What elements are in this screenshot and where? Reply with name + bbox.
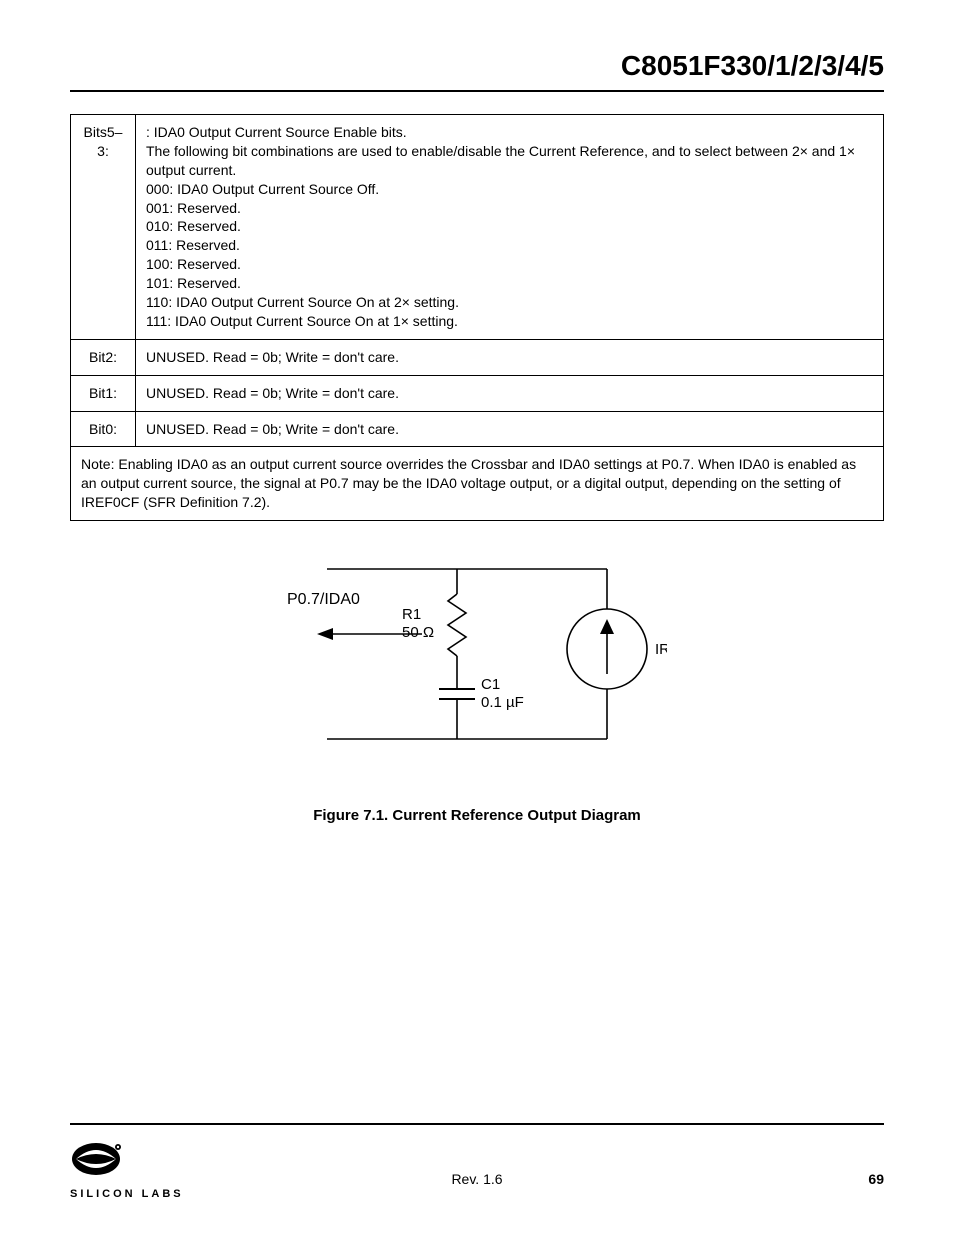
svg-text:P0.7/IDA0: P0.7/IDA0 [287, 591, 360, 608]
svg-text:R1: R1 [402, 606, 421, 623]
table-row-note: Note: Enabling IDA0 as an output current… [71, 447, 884, 521]
bit-cell: Bit1: [71, 375, 136, 411]
svg-text:C1: C1 [481, 676, 500, 693]
svg-text:0.1 µF: 0.1 µF [481, 694, 524, 711]
footer-page: 69 [868, 1171, 884, 1187]
figure-caption: Figure 7.1. Current Reference Output Dia… [70, 807, 884, 824]
bit-cell: Bits5–3: [71, 115, 136, 340]
bit-cell: Bit0: [71, 411, 136, 447]
footer-rev: Rev. 1.6 [0, 1171, 954, 1187]
desc-cell: UNUSED. Read = 0b; Write = don't care. [136, 375, 884, 411]
footer-rule [70, 1123, 884, 1125]
svg-text:SILICON LABS: SILICON LABS [70, 1188, 184, 1200]
desc-cell: : IDA0 Output Current Source Enable bits… [136, 115, 884, 340]
table-row: Bit0: UNUSED. Read = 0b; Write = don't c… [71, 411, 884, 447]
doc-header: C8051F330/1/2/3/4/5 [70, 50, 884, 92]
table-row: Bit2: UNUSED. Read = 0b; Write = don't c… [71, 339, 884, 375]
note-cell: Note: Enabling IDA0 as an output current… [71, 447, 884, 521]
table-row: Bits5–3: : IDA0 Output Current Source En… [71, 115, 884, 340]
table-row: Bit1: UNUSED. Read = 0b; Write = don't c… [71, 375, 884, 411]
bit-cell: Bit2: [71, 339, 136, 375]
svg-text:IREF: IREF [655, 641, 667, 658]
desc-cell: UNUSED. Read = 0b; Write = don't care. [136, 411, 884, 447]
desc-cell: UNUSED. Read = 0b; Write = don't care. [136, 339, 884, 375]
sfr-table: Bits5–3: : IDA0 Output Current Source En… [70, 114, 884, 521]
page: C8051F330/1/2/3/4/5 Bits5–3: : IDA0 Outp… [0, 0, 954, 1235]
svg-text:50 Ω: 50 Ω [402, 624, 434, 641]
circuit-diagram: IREF R150 Ω C10.1 µF P0.7/IDA0 [287, 539, 667, 789]
doc-title: C8051F330/1/2/3/4/5 [621, 50, 884, 81]
